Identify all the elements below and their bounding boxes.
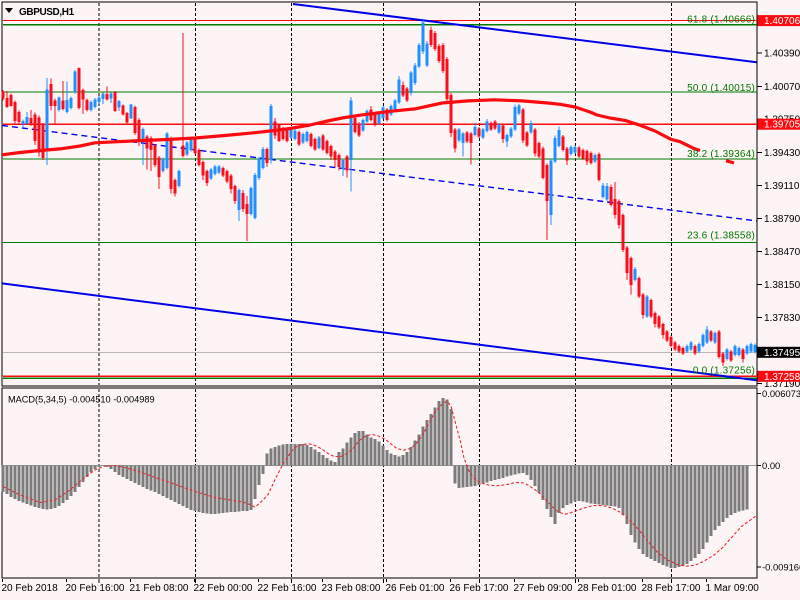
svg-text:28 Feb 17:00: 28 Feb 17:00 — [642, 583, 701, 594]
svg-text:GBPUSD,H1: GBPUSD,H1 — [19, 7, 75, 18]
svg-text:1.40390: 1.40390 — [764, 49, 800, 60]
svg-text:26 Feb 17:00: 26 Feb 17:00 — [450, 583, 509, 594]
svg-text:22 Feb 16:00: 22 Feb 16:00 — [258, 583, 317, 594]
svg-text:61.8 (1.40666): 61.8 (1.40666) — [687, 15, 755, 26]
svg-text:1.39705: 1.39705 — [764, 120, 800, 131]
svg-text:0.006073: 0.006073 — [762, 388, 800, 399]
svg-text:50.0 (1.40015): 50.0 (1.40015) — [687, 83, 755, 94]
svg-text:1.38470: 1.38470 — [764, 247, 800, 258]
svg-text:1.37258: 1.37258 — [764, 372, 800, 383]
svg-text:1.40706: 1.40706 — [764, 16, 800, 27]
svg-text:27 Feb 09:00: 27 Feb 09:00 — [514, 583, 573, 594]
svg-text:1.40070: 1.40070 — [764, 82, 800, 93]
svg-text:MACD(5,34,5) -0.004510 -0.0049: MACD(5,34,5) -0.004510 -0.004989 — [8, 395, 155, 405]
svg-text:26 Feb 01:00: 26 Feb 01:00 — [386, 583, 445, 594]
svg-text:23 Feb 08:00: 23 Feb 08:00 — [322, 583, 381, 594]
svg-text:38.2 (1.39364): 38.2 (1.39364) — [687, 149, 755, 160]
svg-text:-0.009166: -0.009166 — [762, 561, 800, 572]
svg-text:1.37190: 1.37190 — [764, 379, 800, 390]
svg-text:23.6 (1.38558): 23.6 (1.38558) — [687, 231, 755, 242]
svg-text:21 Feb 08:00: 21 Feb 08:00 — [130, 583, 189, 594]
svg-text:1 Mar 09:00: 1 Mar 09:00 — [706, 583, 760, 594]
svg-text:0.00: 0.00 — [762, 460, 780, 471]
svg-text:1.39430: 1.39430 — [764, 148, 800, 159]
svg-text:1.37830: 1.37830 — [764, 313, 800, 324]
svg-text:20 Feb 2018: 20 Feb 2018 — [2, 583, 59, 594]
svg-text:20 Feb 16:00: 20 Feb 16:00 — [66, 583, 125, 594]
svg-text:22 Feb 00:00: 22 Feb 00:00 — [194, 583, 253, 594]
svg-text:0.0 (1.37256): 0.0 (1.37256) — [693, 366, 755, 377]
svg-text:1.38150: 1.38150 — [764, 280, 800, 291]
svg-text:28 Feb 01:00: 28 Feb 01:00 — [578, 583, 637, 594]
svg-text:1.38790: 1.38790 — [764, 214, 800, 225]
svg-text:1.37495: 1.37495 — [764, 348, 800, 359]
svg-text:1.39110: 1.39110 — [764, 181, 800, 192]
